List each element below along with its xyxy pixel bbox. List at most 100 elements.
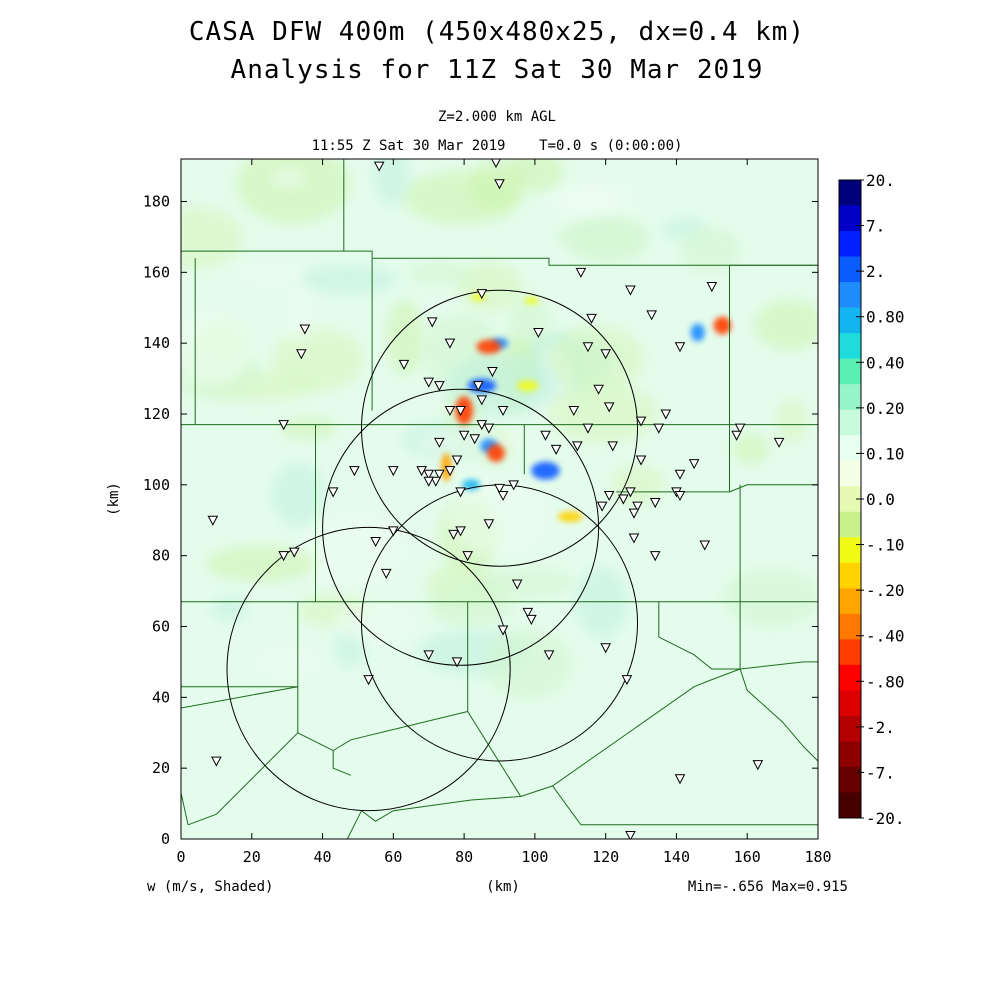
county-line (346, 796, 521, 839)
colorbar-label: -7. (866, 763, 895, 782)
station-marker (349, 466, 360, 477)
y-tick-label: 140 (143, 334, 170, 352)
station-marker (373, 161, 385, 172)
x-tick-label: 20 (243, 848, 261, 866)
station-marker (451, 657, 463, 668)
station-marker (423, 650, 435, 661)
texture-blob (235, 159, 351, 224)
station-marker (543, 650, 555, 661)
station-marker (734, 423, 746, 434)
texture-blob (547, 325, 646, 393)
station-marker (483, 423, 495, 434)
station-marker (628, 508, 640, 519)
time-label: 11:55 Z Sat 30 Mar 2019 T=0.0 s (0:00:00… (312, 138, 683, 154)
station-marker (497, 625, 509, 636)
colorbar-label: -20. (866, 809, 905, 828)
colorbar-swatch (839, 664, 861, 691)
county-line (552, 785, 582, 826)
texture-blob (272, 462, 324, 527)
station-marker (649, 498, 661, 509)
colorbar-swatch (839, 715, 861, 742)
plot-frame (180, 158, 819, 840)
county-line (740, 661, 818, 670)
station-marker (476, 289, 488, 300)
station-marker (487, 367, 498, 378)
station-marker (607, 441, 619, 452)
station-marker (674, 342, 686, 353)
station-marker (508, 480, 519, 491)
texture-blob (754, 299, 818, 350)
texture-blob (272, 327, 364, 392)
colorbar-swatch (839, 588, 861, 615)
station-marker (476, 395, 488, 406)
station-marker (603, 490, 615, 502)
colorbar-swatch (839, 792, 861, 819)
station-marker (423, 476, 435, 487)
texture-blob (447, 480, 549, 555)
station-marker (388, 466, 399, 477)
colorbar-swatch (839, 460, 861, 487)
station-marker (434, 469, 445, 480)
station-marker (416, 466, 427, 477)
x-tick-label: 180 (804, 848, 831, 866)
station-marker (430, 476, 442, 487)
x-tick-label: 0 (176, 848, 185, 866)
station-marker (752, 760, 764, 771)
station-marker (476, 420, 488, 431)
downdraft-cell (524, 297, 539, 305)
texture-blob (333, 600, 418, 644)
texture-blob (299, 510, 407, 590)
texture-blob (402, 170, 521, 225)
station-marker (211, 756, 222, 767)
texture-blob (406, 261, 472, 284)
station-marker (674, 490, 686, 502)
station-marker (278, 551, 289, 562)
station-marker (444, 405, 456, 417)
colorbar: 20. 7. 2. 0.80 0.40 0.20 0.10 0.0 -.10 -.20 -.40 -.… (838, 171, 905, 828)
colorbar-label: 7. (866, 217, 885, 236)
station-marker (628, 533, 640, 544)
texture-blob (470, 568, 576, 598)
colorbar-label: 0.10 (866, 444, 905, 463)
station-marker (635, 455, 647, 466)
station-marker (288, 547, 300, 558)
background-texture (181, 159, 818, 699)
county-line (520, 668, 741, 797)
x-tick-label: 80 (455, 848, 473, 866)
texture-blob (211, 596, 249, 621)
station-marker (568, 405, 580, 417)
station-marker (423, 469, 435, 480)
station-marker (426, 317, 438, 328)
station-marker (511, 579, 523, 590)
colorbar-label: -.10 (866, 536, 905, 555)
station-marker (603, 402, 615, 413)
colorbar-swatch (839, 231, 861, 257)
texture-blob (279, 417, 338, 439)
colorbar-swatch (839, 639, 861, 666)
station-marker (423, 377, 435, 388)
county-line (181, 792, 189, 825)
w-features (441, 293, 732, 522)
station-marker (674, 469, 686, 480)
radar-ring (226, 526, 511, 812)
texture-blob (283, 286, 317, 343)
colorbar-swatch (839, 537, 861, 564)
y-tick-label: 80 (152, 547, 170, 565)
colorbar-swatch (839, 766, 861, 793)
colorbar-swatch (839, 282, 861, 308)
colorbar-swatch (839, 205, 861, 232)
texture-blob (546, 383, 659, 444)
y-tick-label: 120 (143, 405, 170, 423)
county-boundaries (181, 159, 818, 839)
colorbar-label: -.40 (866, 627, 905, 646)
y-tick-label: 20 (152, 759, 170, 777)
station-marker (596, 501, 608, 512)
colorbar-label: 0.80 (866, 308, 905, 327)
station-marker (363, 675, 374, 686)
colorbar-swatch (839, 180, 861, 206)
station-marker (380, 568, 392, 579)
station-marker (653, 423, 665, 434)
texture-blob (181, 206, 244, 269)
station-marker (299, 324, 311, 335)
y-tick-label: 60 (152, 618, 170, 636)
